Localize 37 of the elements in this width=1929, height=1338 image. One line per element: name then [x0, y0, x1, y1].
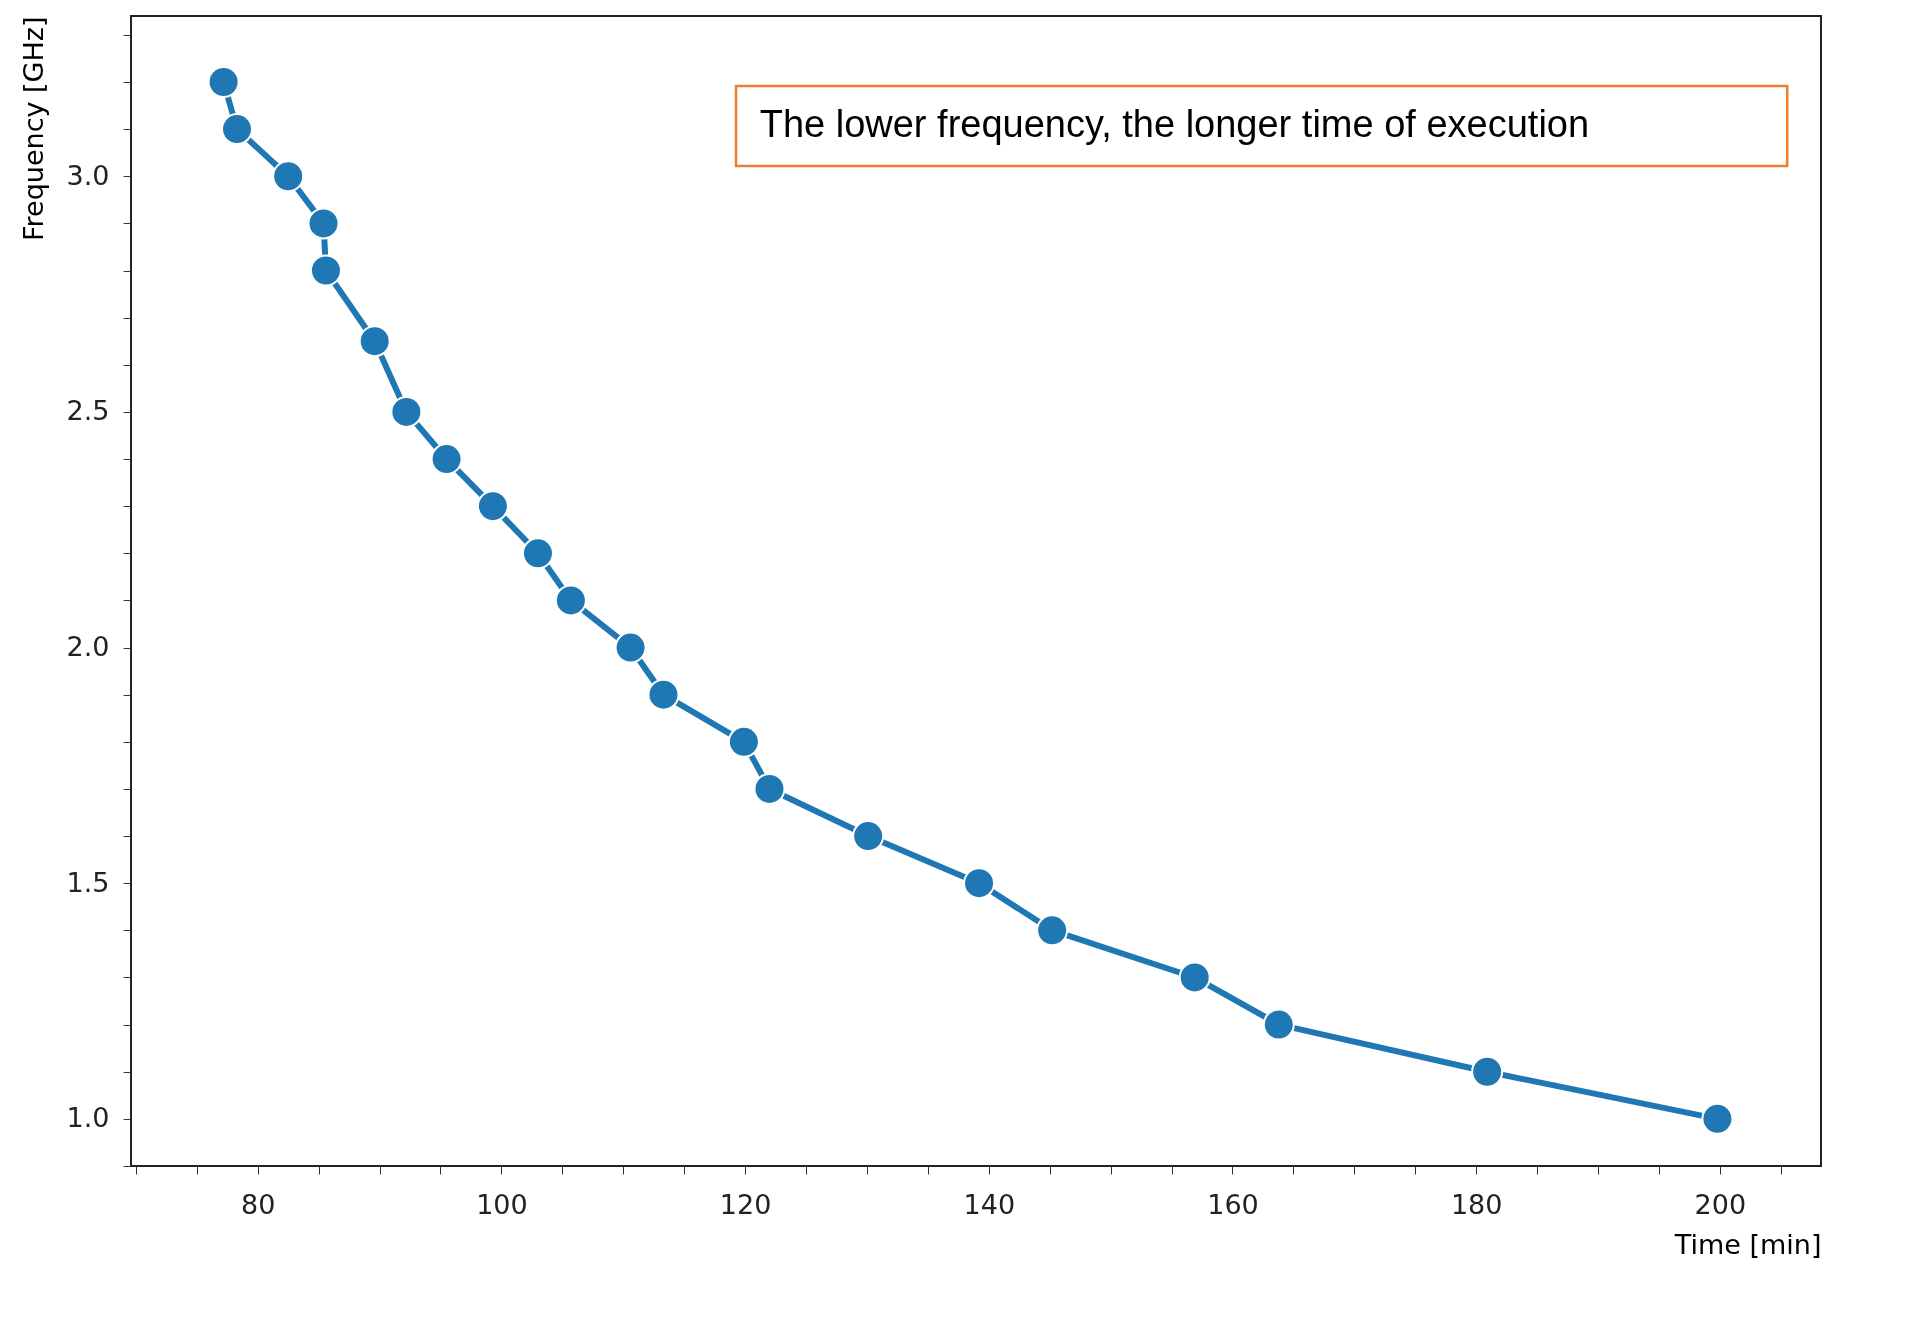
x-tick-label: 80 [241, 1188, 276, 1220]
point [1701, 1102, 1734, 1135]
point [614, 631, 647, 664]
point [221, 113, 254, 146]
point [272, 160, 305, 193]
point [207, 66, 240, 98]
y-tick-label: 1.0 [66, 1102, 110, 1134]
point [554, 584, 587, 617]
x-tick-label: 200 [1694, 1188, 1747, 1220]
point [647, 678, 680, 711]
y-axis-title: Frequency [GHz] [17, 16, 49, 242]
x-tick-label: 120 [719, 1188, 772, 1220]
point [1471, 1055, 1504, 1088]
x-tick-label: 100 [476, 1188, 528, 1220]
x-axis-title: Time [min] [1673, 1228, 1822, 1260]
point [307, 207, 340, 240]
point [852, 820, 885, 853]
x-tick-label: 180 [1450, 1188, 1503, 1220]
point [727, 725, 760, 758]
x-tick-label: 140 [963, 1188, 1016, 1220]
y-tick-label: 2.5 [66, 395, 110, 427]
y-tick-label: 2.0 [66, 631, 110, 663]
y-tick-label: 1.5 [66, 866, 110, 898]
point [390, 395, 423, 428]
point [358, 325, 391, 358]
point [309, 254, 342, 287]
point [1036, 914, 1069, 947]
point [753, 772, 786, 805]
point [476, 490, 509, 523]
x-tick-label: 160 [1207, 1188, 1259, 1220]
point [521, 537, 554, 570]
point [430, 443, 463, 475]
point [1178, 961, 1211, 994]
point [963, 867, 996, 900]
annotation: The lower frequency, the longer time of execution [759, 103, 1590, 145]
point [1262, 1008, 1295, 1041]
y-tick-label: 3.0 [66, 159, 110, 191]
